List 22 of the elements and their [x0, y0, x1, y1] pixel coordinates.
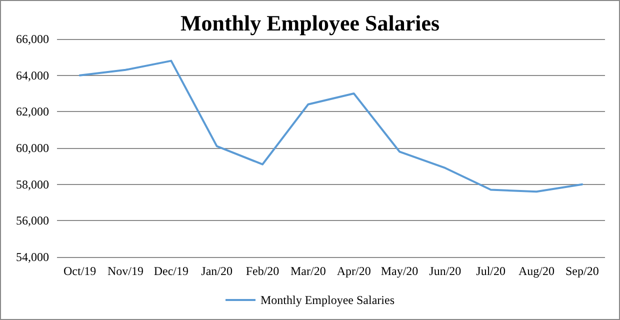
y-tick-label: 64,000 — [16, 68, 49, 82]
x-tick-label: Dec/19 — [154, 264, 188, 278]
x-tick-label: Mar/20 — [290, 264, 326, 278]
line-series — [78, 60, 584, 193]
x-tick-label: Jul/20 — [476, 264, 506, 278]
x-tick-label: Aug/20 — [518, 264, 554, 278]
x-tick-label: Jan/20 — [201, 264, 233, 278]
chart-title: Monthly Employee Salaries — [180, 10, 440, 36]
x-tick-label: Oct/19 — [63, 264, 96, 278]
y-tick-label: 60,000 — [16, 141, 49, 155]
legend-label: Monthly Employee Salaries — [260, 293, 395, 307]
x-tick-label: Jun/20 — [429, 264, 462, 278]
y-tick-label: 56,000 — [16, 214, 49, 228]
y-tick-label: 66,000 — [16, 32, 49, 46]
x-tick-label: Sep/20 — [565, 264, 599, 278]
y-tick-label: 62,000 — [16, 104, 49, 119]
x-tick-label: Apr/20 — [336, 264, 371, 278]
x-tick-label: May/20 — [380, 264, 418, 278]
x-tick-label: Feb/20 — [246, 264, 280, 278]
y-tick-label: 58,000 — [16, 177, 49, 192]
x-tick-label: Nov/19 — [108, 264, 144, 278]
y-tick-label: 54,000 — [16, 250, 49, 264]
